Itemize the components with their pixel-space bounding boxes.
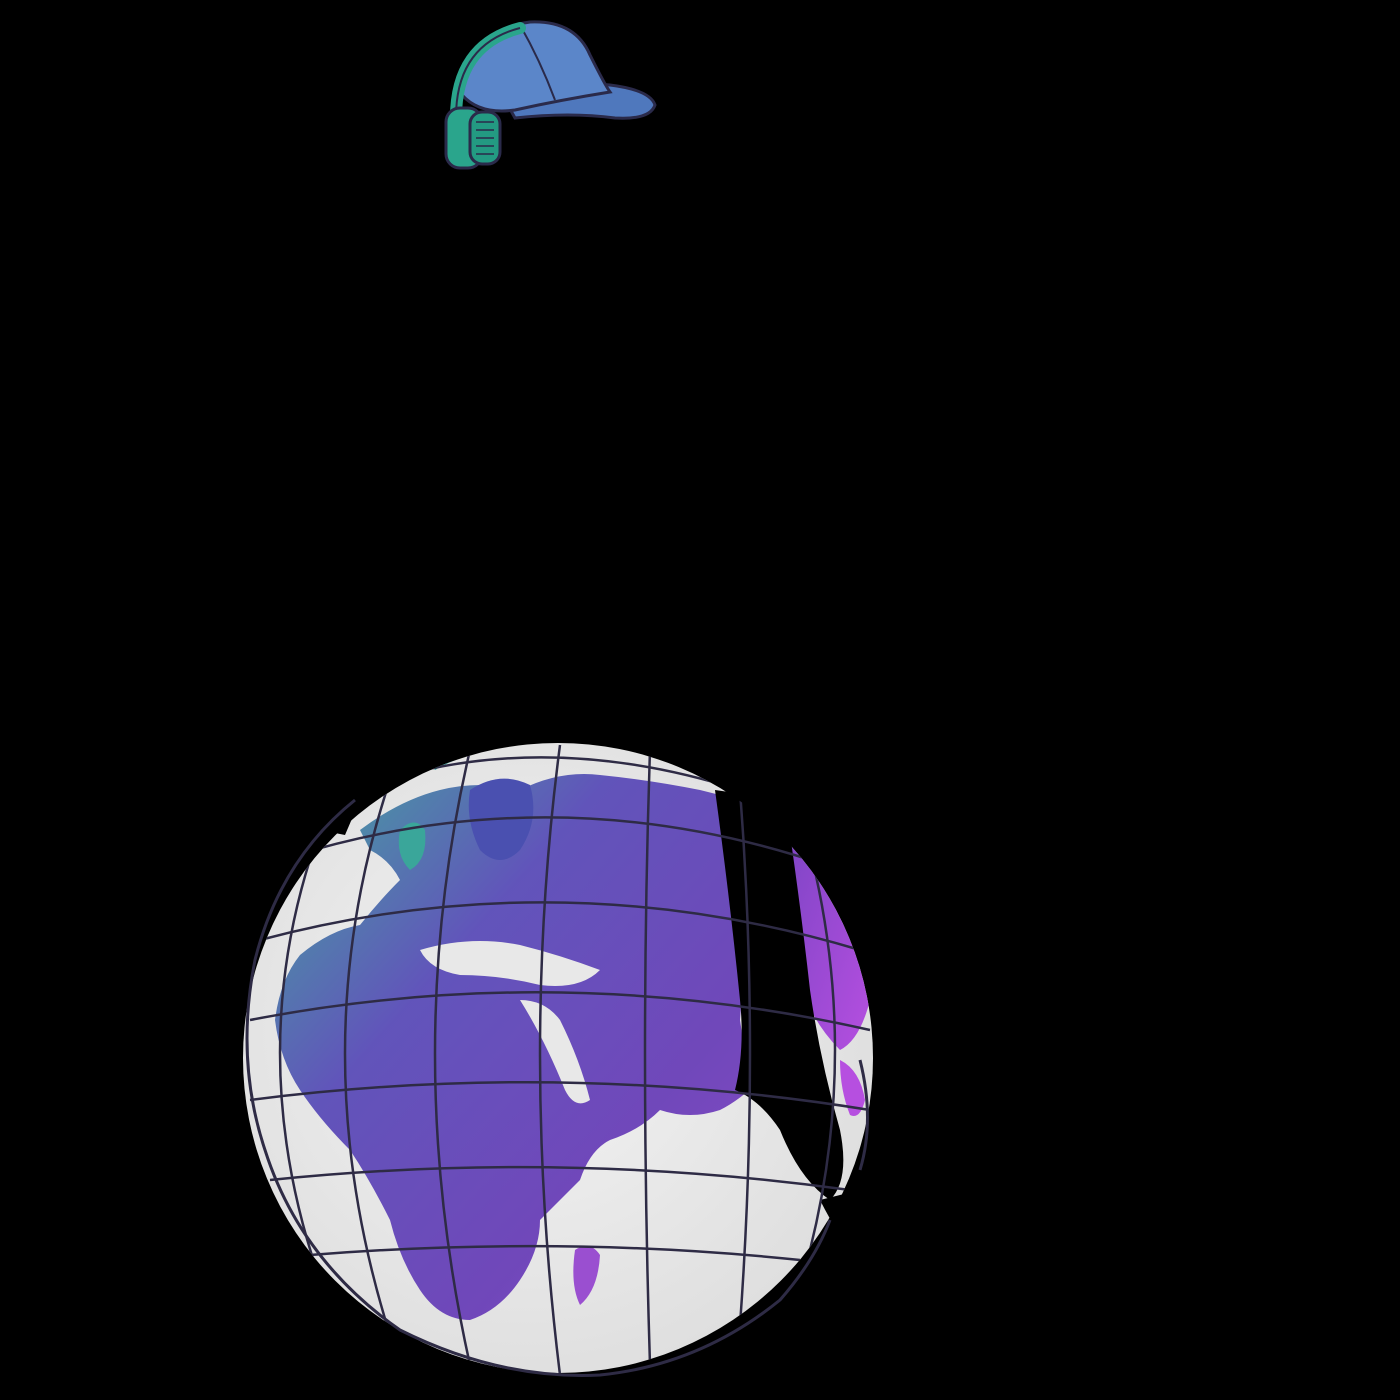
globe-icon bbox=[243, 743, 900, 1377]
cap-with-headphones-icon bbox=[444, 20, 657, 170]
